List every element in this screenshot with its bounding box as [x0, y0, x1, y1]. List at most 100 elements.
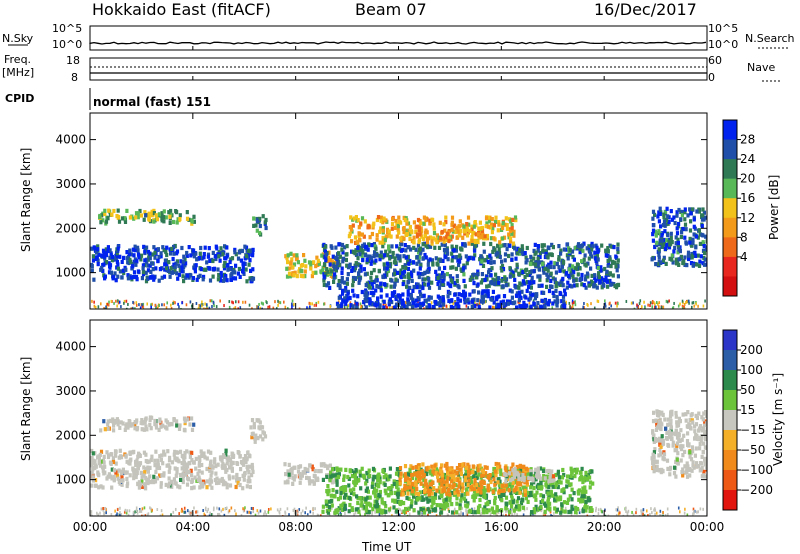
data-cell [344, 257, 348, 263]
data-cell [376, 296, 380, 301]
data-cell [493, 487, 497, 492]
clutter-cell [211, 513, 214, 516]
data-cell [520, 289, 524, 294]
data-cell [173, 466, 177, 471]
clutter-cell [127, 302, 129, 306]
data-cell [116, 215, 120, 220]
clutter-cell [371, 513, 373, 516]
data-cell [414, 471, 418, 476]
data-cell [240, 248, 245, 254]
data-cell [115, 265, 119, 270]
data-cell [667, 245, 672, 250]
clutter-cell [473, 507, 476, 511]
data-cell [531, 292, 535, 297]
data-cell [370, 302, 374, 307]
data-cell [423, 271, 427, 276]
clutter-cell [334, 514, 337, 516]
data-cell [221, 252, 225, 257]
data-cell [425, 467, 429, 472]
data-cell [388, 466, 392, 471]
data-cell [133, 426, 137, 431]
data-cell [505, 283, 509, 288]
data-cell [229, 277, 233, 282]
clutter-cell [651, 511, 653, 515]
nsky-tick-top: 10^5 [52, 22, 83, 35]
data-cell [525, 280, 529, 285]
data-cell [190, 473, 194, 478]
data-cell [343, 503, 347, 508]
data-cell [417, 239, 421, 245]
data-cell [695, 262, 699, 267]
data-cell [90, 262, 94, 268]
data-cell [497, 294, 501, 299]
data-cell [525, 245, 529, 251]
data-cell [393, 490, 397, 495]
clutter-cell [513, 511, 516, 515]
data-cell [413, 487, 417, 492]
data-cell [113, 271, 117, 276]
data-cell [91, 254, 95, 259]
data-cell [132, 270, 137, 275]
data-cell [385, 227, 390, 232]
clutter-cell [166, 301, 169, 305]
data-cell [147, 217, 151, 222]
data-cell [489, 297, 494, 302]
data-cell [137, 451, 141, 456]
data-cell [492, 474, 496, 479]
data-cell [551, 276, 555, 281]
data-cell [445, 479, 449, 484]
data-cell [529, 491, 533, 496]
data-cell [140, 418, 144, 423]
data-cell [439, 510, 443, 515]
data-cell [486, 215, 490, 220]
data-cell [525, 472, 529, 477]
clutter-cell [693, 509, 696, 513]
data-cell [364, 488, 368, 493]
data-cell [476, 269, 480, 274]
data-cell [223, 261, 227, 266]
clutter-cell [354, 511, 357, 515]
data-cell [411, 297, 415, 302]
clutter-cell [374, 510, 376, 514]
data-cell [339, 467, 343, 472]
clutter-cell [679, 302, 681, 306]
data-cell [410, 270, 414, 275]
data-cell [378, 489, 382, 495]
data-cell [658, 211, 662, 216]
data-cell [693, 253, 698, 258]
data-cell [128, 450, 132, 455]
data-cell [397, 300, 401, 305]
clutter-cell [257, 305, 260, 309]
data-cell [550, 242, 554, 247]
data-cell [526, 490, 530, 495]
data-cell [447, 238, 451, 244]
clutter-cell [607, 514, 610, 516]
data-cell [140, 479, 144, 484]
data-cell [656, 214, 660, 219]
data-cell [455, 244, 459, 249]
data-cell [587, 256, 591, 261]
data-cell [145, 245, 149, 250]
data-cell [337, 262, 341, 268]
data-cell [562, 303, 566, 308]
clutter-cell [667, 513, 669, 516]
data-cell [396, 270, 400, 275]
data-cell [419, 305, 423, 309]
data-cell [510, 493, 514, 498]
data-cell [241, 486, 245, 491]
data-cell [398, 293, 402, 298]
data-cell [421, 242, 425, 247]
clutter-cell [298, 508, 301, 512]
data-cell [565, 253, 569, 258]
data-cell [600, 276, 604, 281]
data-cell [670, 217, 674, 222]
clutter-cell [400, 509, 403, 513]
clutter-cell [693, 509, 695, 513]
data-cell [377, 268, 381, 273]
clutter-cell [453, 509, 456, 513]
data-cell [350, 268, 354, 273]
data-cell [432, 222, 436, 227]
data-cell [426, 262, 430, 267]
data-cell [139, 213, 143, 218]
data-cell [381, 228, 385, 233]
